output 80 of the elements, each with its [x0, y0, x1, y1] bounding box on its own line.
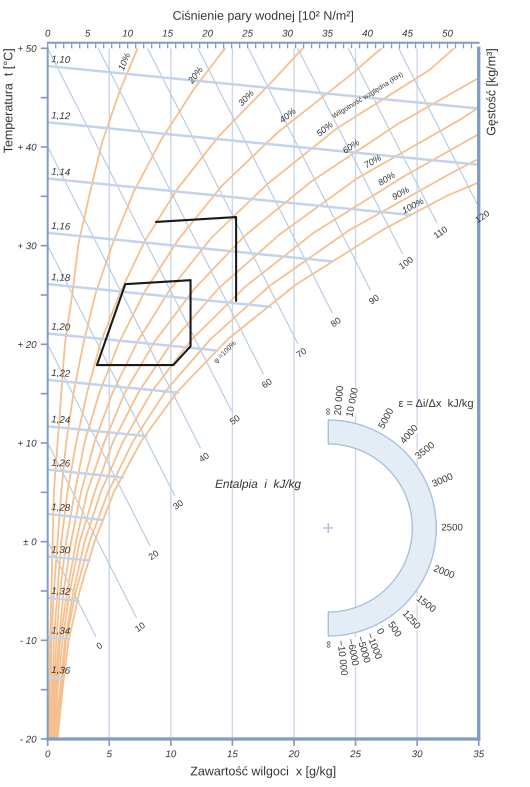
x-tick-label: 0	[45, 750, 50, 758]
text: 30	[172, 499, 184, 510]
series-label: 1,12	[51, 112, 70, 121]
x2-tick-label: 5	[85, 30, 90, 37]
series-label: 1,24	[51, 415, 70, 424]
series-label: 1,20	[51, 322, 70, 332]
annotation: 10 000	[346, 387, 358, 417]
series-label: 1,10	[51, 55, 70, 64]
series-label: 1,22	[51, 369, 70, 378]
text: 60%	[342, 138, 360, 154]
series-label: 1,26	[51, 458, 70, 468]
annotation: −6000	[347, 638, 360, 666]
x-axis-title: Zawartość wilgoci x [g/kg]	[190, 766, 336, 778]
text: 70%	[364, 154, 382, 168]
annotation: 500	[388, 620, 402, 638]
series-label: 1,32	[51, 587, 70, 596]
x2-tick-label: 45	[402, 30, 413, 37]
text: 10	[134, 622, 146, 632]
x-tick-label: 25	[350, 750, 361, 758]
annotation: ∞	[326, 641, 330, 648]
series-label: 1,28	[51, 503, 70, 512]
text: 110	[433, 226, 448, 239]
text: 20	[148, 550, 160, 560]
y-tick-label: - 20	[20, 736, 37, 743]
annotation: 2500	[442, 524, 463, 531]
y-tick-label: + 40	[18, 144, 37, 151]
x2-tick-label: 10	[122, 30, 133, 37]
text: 70	[296, 347, 307, 358]
text: 40	[198, 452, 210, 463]
text: 120	[474, 210, 490, 224]
y-axis-title: Temperatura t [°C]	[3, 49, 15, 154]
text: 40%	[278, 107, 296, 124]
annotation: Entalpia i kJ/kg	[215, 479, 301, 490]
series-label: 1,36	[51, 666, 70, 676]
y-tick-label: + 30	[18, 242, 37, 250]
text: 80	[330, 316, 342, 328]
x-tick-label: 35	[474, 750, 484, 758]
annotation: 0	[376, 628, 385, 635]
x2-tick-label: 35	[322, 30, 333, 37]
annotation: 20 000	[334, 386, 344, 416]
annotation: 3000	[431, 472, 454, 488]
x2-tick-label: 20	[202, 30, 213, 37]
y-tick-label: + 50	[18, 45, 37, 52]
series-label: 1,34	[51, 626, 70, 636]
x2-tick-label: 30	[282, 30, 293, 37]
x2-tick-label: 50	[442, 30, 453, 37]
text: 10%	[118, 52, 130, 71]
x-tick-label: 5	[106, 750, 112, 758]
text: 50%	[316, 121, 334, 137]
x-tick-label: 30	[412, 750, 422, 758]
annotation: 1500	[416, 594, 437, 613]
y-tick-label: + 10	[18, 440, 37, 447]
annotation: ∞	[326, 408, 330, 415]
series-label: 1,30	[51, 546, 70, 555]
annotation: −10 000	[338, 640, 348, 676]
x-tick-label: 20	[288, 750, 300, 758]
text: 60	[261, 378, 272, 389]
series-label: 1,14	[51, 168, 70, 177]
annotation: 5000	[378, 407, 394, 430]
text: 100	[398, 256, 414, 270]
y-tick-label: - 10	[20, 637, 37, 644]
text: 90	[368, 294, 380, 305]
x-tick-label: 15	[227, 750, 238, 758]
y2-axis-title: Gęstość [kg/m³]	[486, 49, 498, 136]
x2-axis-title: Ciśnienie pary wodnej [10² N/m²]	[173, 10, 353, 22]
x2-tick-label: 40	[362, 30, 373, 37]
x2-tick-label: 15	[162, 30, 174, 37]
series-label: 1,16	[51, 222, 70, 232]
annotation: ε = Δi/Δx kJ/kg	[398, 398, 473, 410]
text: 80%	[377, 171, 396, 186]
y-tick-label: ± 0	[23, 538, 37, 546]
x2-tick-label: 0	[45, 30, 50, 37]
text: 0	[96, 642, 103, 650]
text: 50	[229, 414, 240, 426]
text: 90%	[391, 186, 410, 200]
x2-tick-label: 25	[242, 30, 254, 37]
annotation: 2000	[433, 564, 456, 579]
series-label: 1,18	[51, 273, 70, 282]
x-tick-label: 10	[166, 750, 176, 758]
y-tick-label: + 20	[18, 341, 37, 348]
